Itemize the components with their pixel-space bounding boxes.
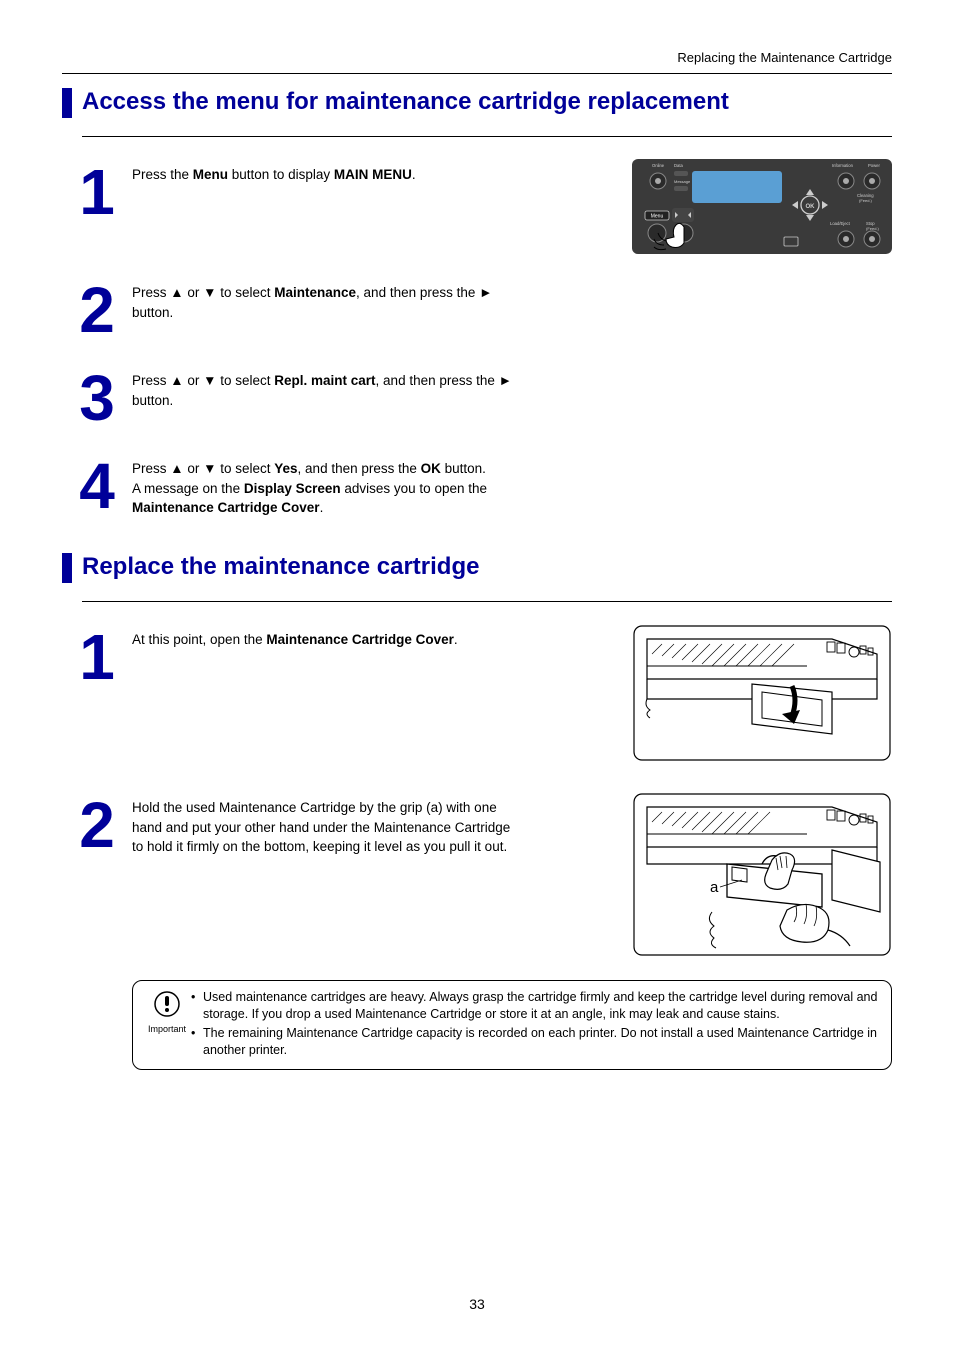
running-header: Replacing the Maintenance Cartridge	[62, 50, 892, 65]
important-bullet: Used maintenance cartridges are heavy. A…	[191, 989, 879, 1023]
data-label: Data	[674, 163, 684, 168]
section2-heading: Replace the maintenance cartridge	[62, 553, 892, 583]
page-number: 33	[0, 1296, 954, 1312]
menu-label: Menu	[651, 214, 664, 220]
step2-text: Press ▲ or ▼ to select Maintenance, and …	[132, 277, 542, 322]
section-bar	[62, 553, 72, 583]
important-note: Important Used maintenance cartridges ar…	[132, 980, 892, 1070]
important-label: Important	[143, 1024, 191, 1034]
important-icon	[154, 991, 180, 1017]
step-number: 4	[62, 453, 132, 513]
step1-text: Press the Menu button to display MAIN ME…	[132, 159, 542, 185]
load-eject-label: Load/Eject	[830, 221, 851, 226]
power-label: Power	[868, 163, 880, 168]
important-icon-col: Important	[143, 989, 191, 1034]
step3-text: Press ▲ or ▼ to select Repl. maint cart,…	[132, 365, 542, 410]
s2-step2-text: Hold the used Maintenance Cartridge by t…	[132, 792, 542, 857]
important-bullet: The remaining Maintenance Cartridge capa…	[191, 1025, 879, 1059]
section1-heading: Access the menu for maintenance cartridg…	[62, 88, 892, 118]
cleaning-sub: (Feed.)	[859, 198, 873, 203]
s1-step2: 2 Press ▲ or ▼ to select Maintenance, an…	[62, 277, 892, 347]
s2-step1: 1 At this point, open the Maintenance Ca…	[62, 624, 892, 774]
section2-underline	[82, 601, 892, 602]
step4-text: Press ▲ or ▼ to select Yes, and then pre…	[132, 453, 542, 518]
online-label: Online	[652, 163, 665, 168]
step-number: 1	[62, 159, 132, 219]
ok-label: OK	[806, 204, 816, 210]
open-cover-figure	[632, 624, 892, 767]
section2-title: Replace the maintenance cartridge	[82, 553, 479, 582]
important-text: Used maintenance cartridges are heavy. A…	[191, 989, 879, 1061]
grip-label: a	[710, 879, 719, 896]
s2-step1-text: At this point, open the Maintenance Cart…	[132, 624, 542, 650]
section1-underline	[82, 136, 892, 137]
s1-step3: 3 Press ▲ or ▼ to select Repl. maint car…	[62, 365, 892, 435]
control-panel-figure: Online Data Message Information Power Cl…	[632, 159, 892, 259]
remove-cartridge-figure: a	[632, 792, 892, 962]
message-label: Message	[674, 179, 691, 184]
step-number: 2	[62, 792, 132, 852]
step-number: 1	[62, 624, 132, 684]
step-number: 2	[62, 277, 132, 337]
s2-step2: 2 Hold the used Maintenance Cartridge by…	[62, 792, 892, 962]
information-label: Information	[832, 163, 854, 168]
s1-step1: 1 Press the Menu button to display MAIN …	[62, 159, 892, 259]
s1-step4: 4 Press ▲ or ▼ to select Yes, and then p…	[62, 453, 892, 523]
header-rule	[62, 73, 892, 74]
section1-title: Access the menu for maintenance cartridg…	[82, 88, 729, 117]
section-bar	[62, 88, 72, 118]
step-number: 3	[62, 365, 132, 425]
stop-sub: (Feed.)	[866, 226, 880, 231]
